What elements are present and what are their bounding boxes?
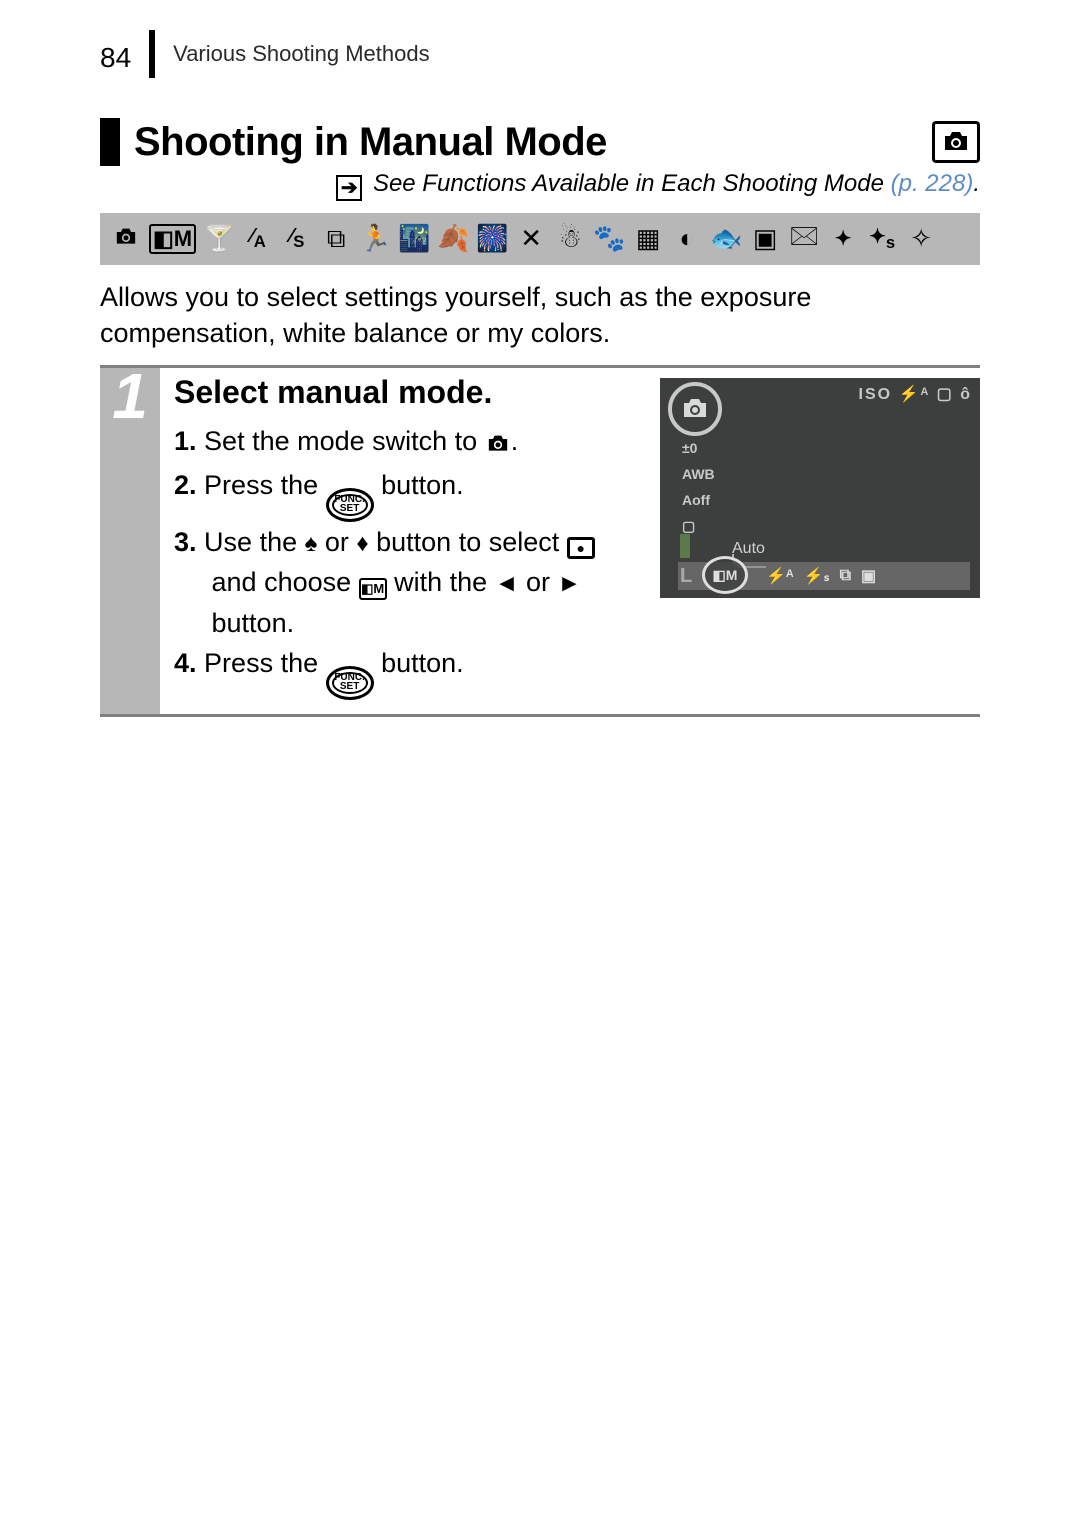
func-set-button-icon: FUNC.SET [326, 488, 374, 522]
mode-icon: ▦ [632, 223, 664, 254]
section-label: Various Shooting Methods [155, 30, 429, 78]
lcd-bottom-bar: ◧M ⚡ᴬ ⚡ₛ ⧉ ▣ [678, 562, 970, 590]
page-reference-link[interactable]: (p. 228) [891, 170, 974, 197]
mode-icon: 🎆 [476, 223, 508, 254]
step-1: 1 Select manual mode. 1. Set the mode sw… [100, 365, 980, 717]
lcd-bottom-item: ⧉ [840, 567, 851, 585]
page-header: 84 Various Shooting Methods [100, 30, 980, 78]
see-text: See Functions Available in Each Shooting… [373, 170, 891, 197]
lcd-preview: ISO ⚡ᴬ ▢ ô ±0 AWB Aoff ▢ Auto L ◧M ⚡ᴬ [660, 378, 980, 598]
sub-step: 1. Set the mode switch to . [174, 421, 646, 465]
shooting-mode-bar: ◧M 🍸 ⁄A ⁄S ⧉ 🏃 🌃 🍂 🎆 ✕ ☃ 🐾 ▦ ◐ 🐟 ▣ 🖂 ✦ ✦… [100, 213, 980, 265]
rec-mode-icon: ● [567, 537, 595, 559]
section-title-row: Shooting in Manual Mode [100, 118, 980, 166]
mode-icon: ✦s [866, 224, 898, 253]
up-arrow-icon: ♠ [305, 530, 318, 557]
step-heading: Select manual mode. [174, 374, 646, 411]
section-title: Shooting in Manual Mode [134, 120, 607, 165]
lcd-bottom-item: ⚡ₛ [804, 566, 830, 586]
lcd-bottom-item: ▣ [861, 566, 876, 586]
step-number: 1 [112, 364, 148, 428]
lcd-item: AWB [682, 466, 715, 486]
sub-step: 2. Press the FUNC.SET button. [174, 465, 646, 522]
intro-text: Allows you to select settings yourself, … [100, 279, 980, 352]
lcd-top-right: ISO ⚡ᴬ ▢ ô [859, 384, 972, 404]
lcd-item: Aoff [682, 492, 715, 512]
func-set-button-icon: FUNC.SET [326, 666, 374, 700]
left-arrow-icon: ◄ [495, 570, 519, 597]
lcd-dial-icon [668, 382, 722, 436]
mode-icon: ✕ [515, 223, 547, 254]
lcd-green-bar [680, 534, 690, 558]
mode-icon: 🍂 [437, 223, 469, 254]
mode-icon: ⧉ [320, 223, 352, 255]
lcd-cm-selected: ◧M [702, 556, 748, 594]
mode-icon: ▣ [749, 223, 781, 254]
camera-icon [485, 426, 511, 465]
mode-icon: 🍸 [203, 223, 235, 254]
right-arrow-icon: ► [557, 570, 581, 597]
sub-step: 3. Use the ♠ or ♦ button to select ● and… [174, 522, 646, 644]
mode-icon: 🏃 [359, 223, 391, 254]
mode-icon: ✧ [905, 223, 937, 254]
down-arrow-icon: ♦ [356, 530, 368, 557]
mode-icon: 🌃 [398, 223, 430, 254]
camera-icon [932, 121, 980, 163]
lcd-left-column: ±0 AWB Aoff ▢ [682, 440, 715, 538]
cm-mode-icon: ◧M [359, 578, 387, 600]
arrow-right-icon: ➔ [336, 175, 362, 201]
mode-icon: ⁄A [242, 225, 274, 252]
lcd-bottom-item: ⚡ᴬ [766, 566, 794, 586]
mode-icon [110, 223, 142, 254]
mode-icon: ☃ [554, 223, 586, 254]
lcd-item: ±0 [682, 440, 715, 460]
mode-icon: 🐟 [710, 223, 742, 254]
title-accent-bar [100, 118, 120, 166]
mode-icon: ✦ [827, 226, 859, 251]
mode-icon: ◧M [149, 224, 196, 254]
sub-steps: 1. Set the mode switch to . 2. Press the… [174, 421, 646, 700]
mode-icon: ⁄S [281, 225, 313, 252]
see-functions-line: ➔ See Functions Available in Each Shooti… [100, 170, 980, 201]
sub-step: 4. Press the FUNC.SET button. [174, 643, 646, 700]
step-number-cell: 1 [100, 368, 160, 714]
mode-icon: ◐ [671, 223, 703, 254]
page-number: 84 [100, 30, 155, 78]
mode-icon: 🖂 [788, 217, 820, 261]
mode-icon: 🐾 [593, 223, 625, 254]
